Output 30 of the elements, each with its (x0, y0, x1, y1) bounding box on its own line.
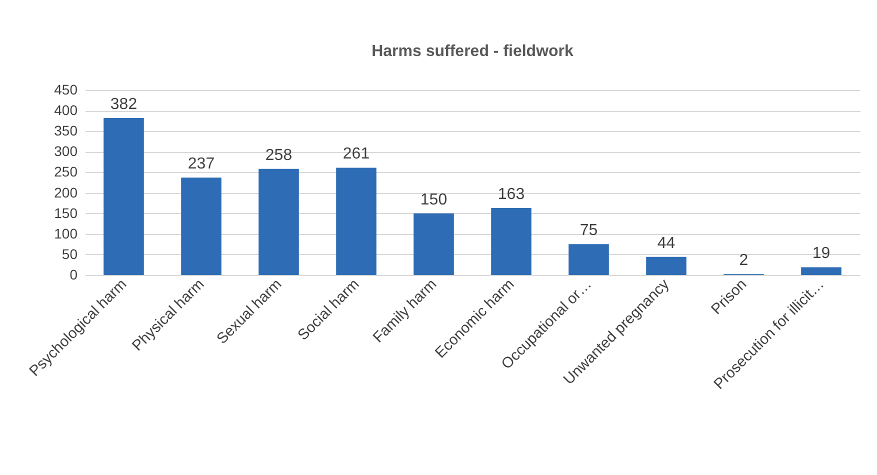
data-label: 19 (812, 245, 830, 262)
bar (491, 208, 532, 275)
bar (568, 244, 609, 275)
bar (336, 168, 376, 275)
y-tick-label: 50 (62, 246, 78, 262)
y-tick-label: 400 (54, 102, 78, 118)
data-label: 261 (342, 146, 370, 163)
data-label: 258 (265, 146, 292, 164)
data-label: 75 (580, 222, 598, 240)
data-label: 150 (420, 191, 448, 208)
y-tick-label: 250 (54, 164, 78, 180)
bar (646, 256, 686, 275)
y-tick-label: 350 (54, 122, 78, 139)
bar (414, 213, 454, 275)
data-label: 44 (657, 234, 676, 252)
data-label: 2 (739, 252, 748, 270)
y-tick-label: 150 (54, 204, 78, 221)
bar (258, 168, 299, 275)
y-tick-label: 0 (70, 266, 78, 282)
data-label: 163 (498, 186, 525, 203)
data-label: 237 (188, 156, 215, 173)
data-label: 382 (110, 96, 138, 113)
bar (181, 178, 222, 275)
y-tick-label: 300 (54, 143, 78, 160)
bar (801, 267, 842, 275)
chart-title: Harms suffered - fieldwork (372, 43, 574, 60)
y-tick-label: 200 (54, 184, 78, 200)
y-tick-label: 450 (54, 82, 78, 98)
y-tick-label: 100 (54, 225, 78, 242)
bar (104, 118, 144, 275)
